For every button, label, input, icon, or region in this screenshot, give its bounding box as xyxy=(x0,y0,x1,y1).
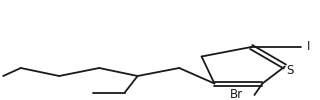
Text: Br: Br xyxy=(230,88,244,100)
Text: I: I xyxy=(307,40,310,54)
Text: S: S xyxy=(286,64,293,77)
